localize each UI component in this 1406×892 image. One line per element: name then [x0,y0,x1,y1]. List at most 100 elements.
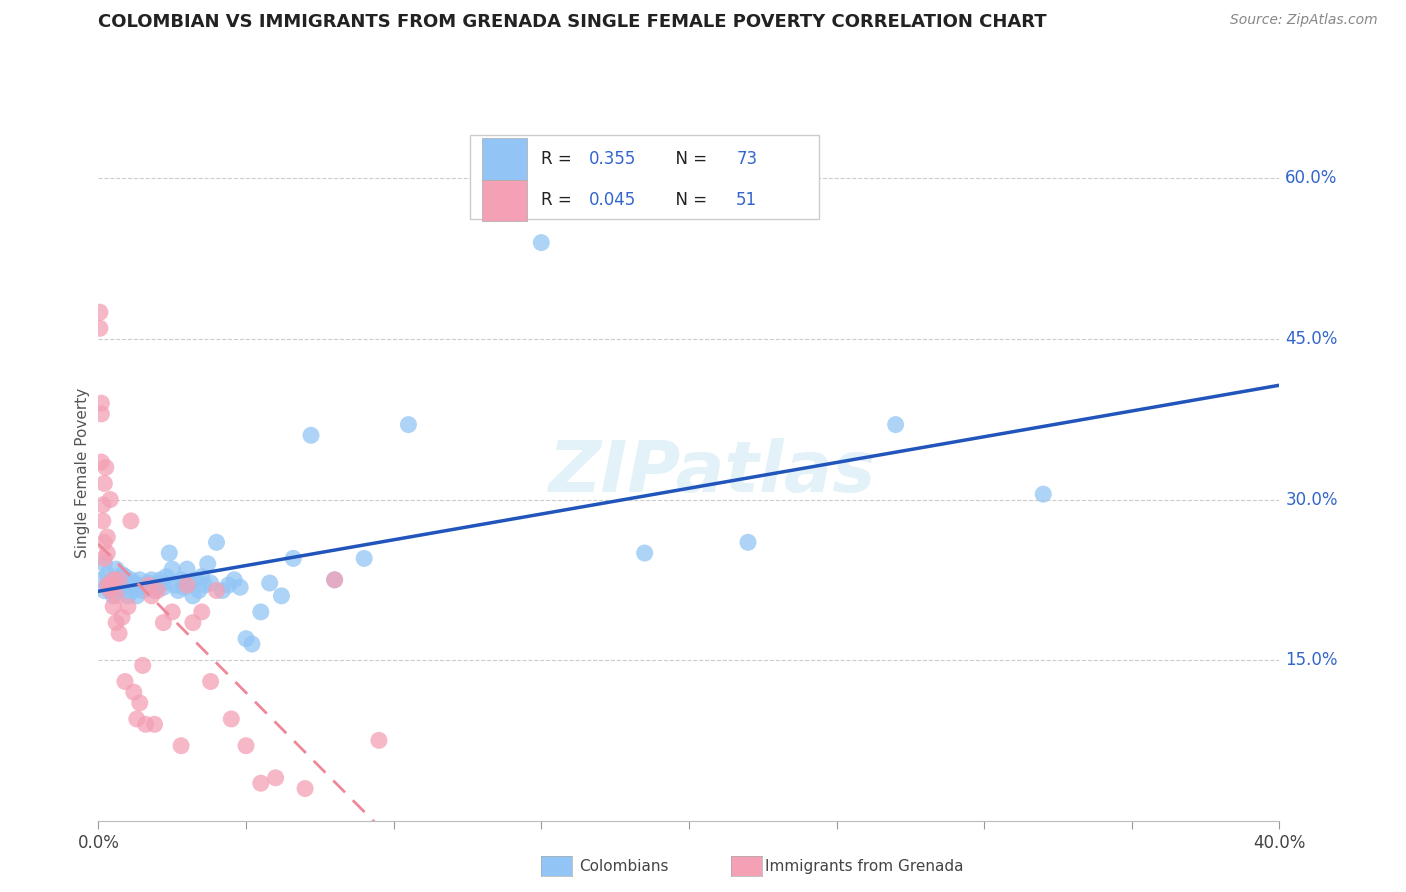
Point [240,637,263,651]
Point [170,573,193,587]
Point [128,573,150,587]
Point [299,428,322,442]
Point [396,417,419,432]
Point [96,567,118,582]
Point [165,578,187,592]
Text: Immigrants from Grenada: Immigrants from Grenada [765,859,963,873]
Point [135,717,157,731]
Point [120,573,142,587]
Point [89,321,111,335]
Point [98,578,121,592]
Point [94,460,117,475]
Point [96,578,118,592]
Point [205,583,228,598]
Point [170,739,193,753]
Point [103,573,125,587]
Point [157,546,180,560]
Text: 51: 51 [737,192,758,210]
Point [250,776,273,790]
Point [108,573,131,587]
Point [125,589,148,603]
Point [93,551,115,566]
Point [96,530,118,544]
Point [162,562,183,576]
Point [90,455,112,469]
Point [143,583,166,598]
Point [219,712,242,726]
Point [143,717,166,731]
Text: N =: N = [665,150,713,168]
Point [135,580,157,594]
Point [93,557,115,571]
Bar [482,179,527,221]
Point [89,305,111,319]
Point [283,551,305,566]
Point [141,573,163,587]
Point [108,626,131,640]
Point [368,733,391,747]
Point [120,580,142,594]
Point [138,576,160,591]
Point [167,583,190,598]
Text: 30.0%: 30.0% [1285,491,1339,508]
Point [224,573,246,587]
Point [111,567,134,582]
Point [737,535,759,549]
Point [105,615,128,630]
Point [125,578,148,592]
Point [323,573,346,587]
Point [114,674,136,689]
Text: R =: R = [541,150,578,168]
Point [181,589,204,603]
Point [108,573,131,587]
Point [105,583,128,598]
Point [105,589,128,603]
Point [103,589,125,603]
Point [103,573,125,587]
Point [179,576,201,591]
Point [132,658,155,673]
Point [264,771,287,785]
Point [105,578,128,592]
Text: R =: R = [541,192,578,210]
Point [91,514,114,528]
Point [530,235,553,250]
Point [146,583,169,598]
Point [138,578,160,592]
Point [90,396,112,410]
Point [191,569,214,583]
Point [197,557,219,571]
Point [633,546,655,560]
Bar [482,138,527,179]
Point [93,476,115,491]
Point [108,580,131,594]
Point [353,551,375,566]
Point [184,573,207,587]
Point [90,573,112,587]
Point [117,589,139,603]
Point [323,573,346,587]
Point [132,578,155,592]
Point [117,599,139,614]
Point [294,781,316,796]
Text: Source: ZipAtlas.com: Source: ZipAtlas.com [1230,13,1378,28]
Point [111,610,134,624]
Point [181,615,204,630]
Point [259,576,281,591]
Point [96,578,118,592]
Y-axis label: Single Female Poverty: Single Female Poverty [75,388,90,558]
Point [217,578,239,592]
Point [105,562,128,576]
Point [122,576,145,591]
Point [187,583,209,598]
Text: 73: 73 [737,150,758,168]
Point [152,615,174,630]
Point [211,583,233,598]
Point [114,583,136,598]
Point [120,514,142,528]
Text: Colombians: Colombians [579,859,669,873]
Point [173,580,195,594]
Point [270,589,292,603]
Text: COLOMBIAN VS IMMIGRANTS FROM GRENADA SINGLE FEMALE POVERTY CORRELATION CHART: COLOMBIAN VS IMMIGRANTS FROM GRENADA SIN… [98,13,1047,31]
Text: 0.355: 0.355 [589,150,636,168]
